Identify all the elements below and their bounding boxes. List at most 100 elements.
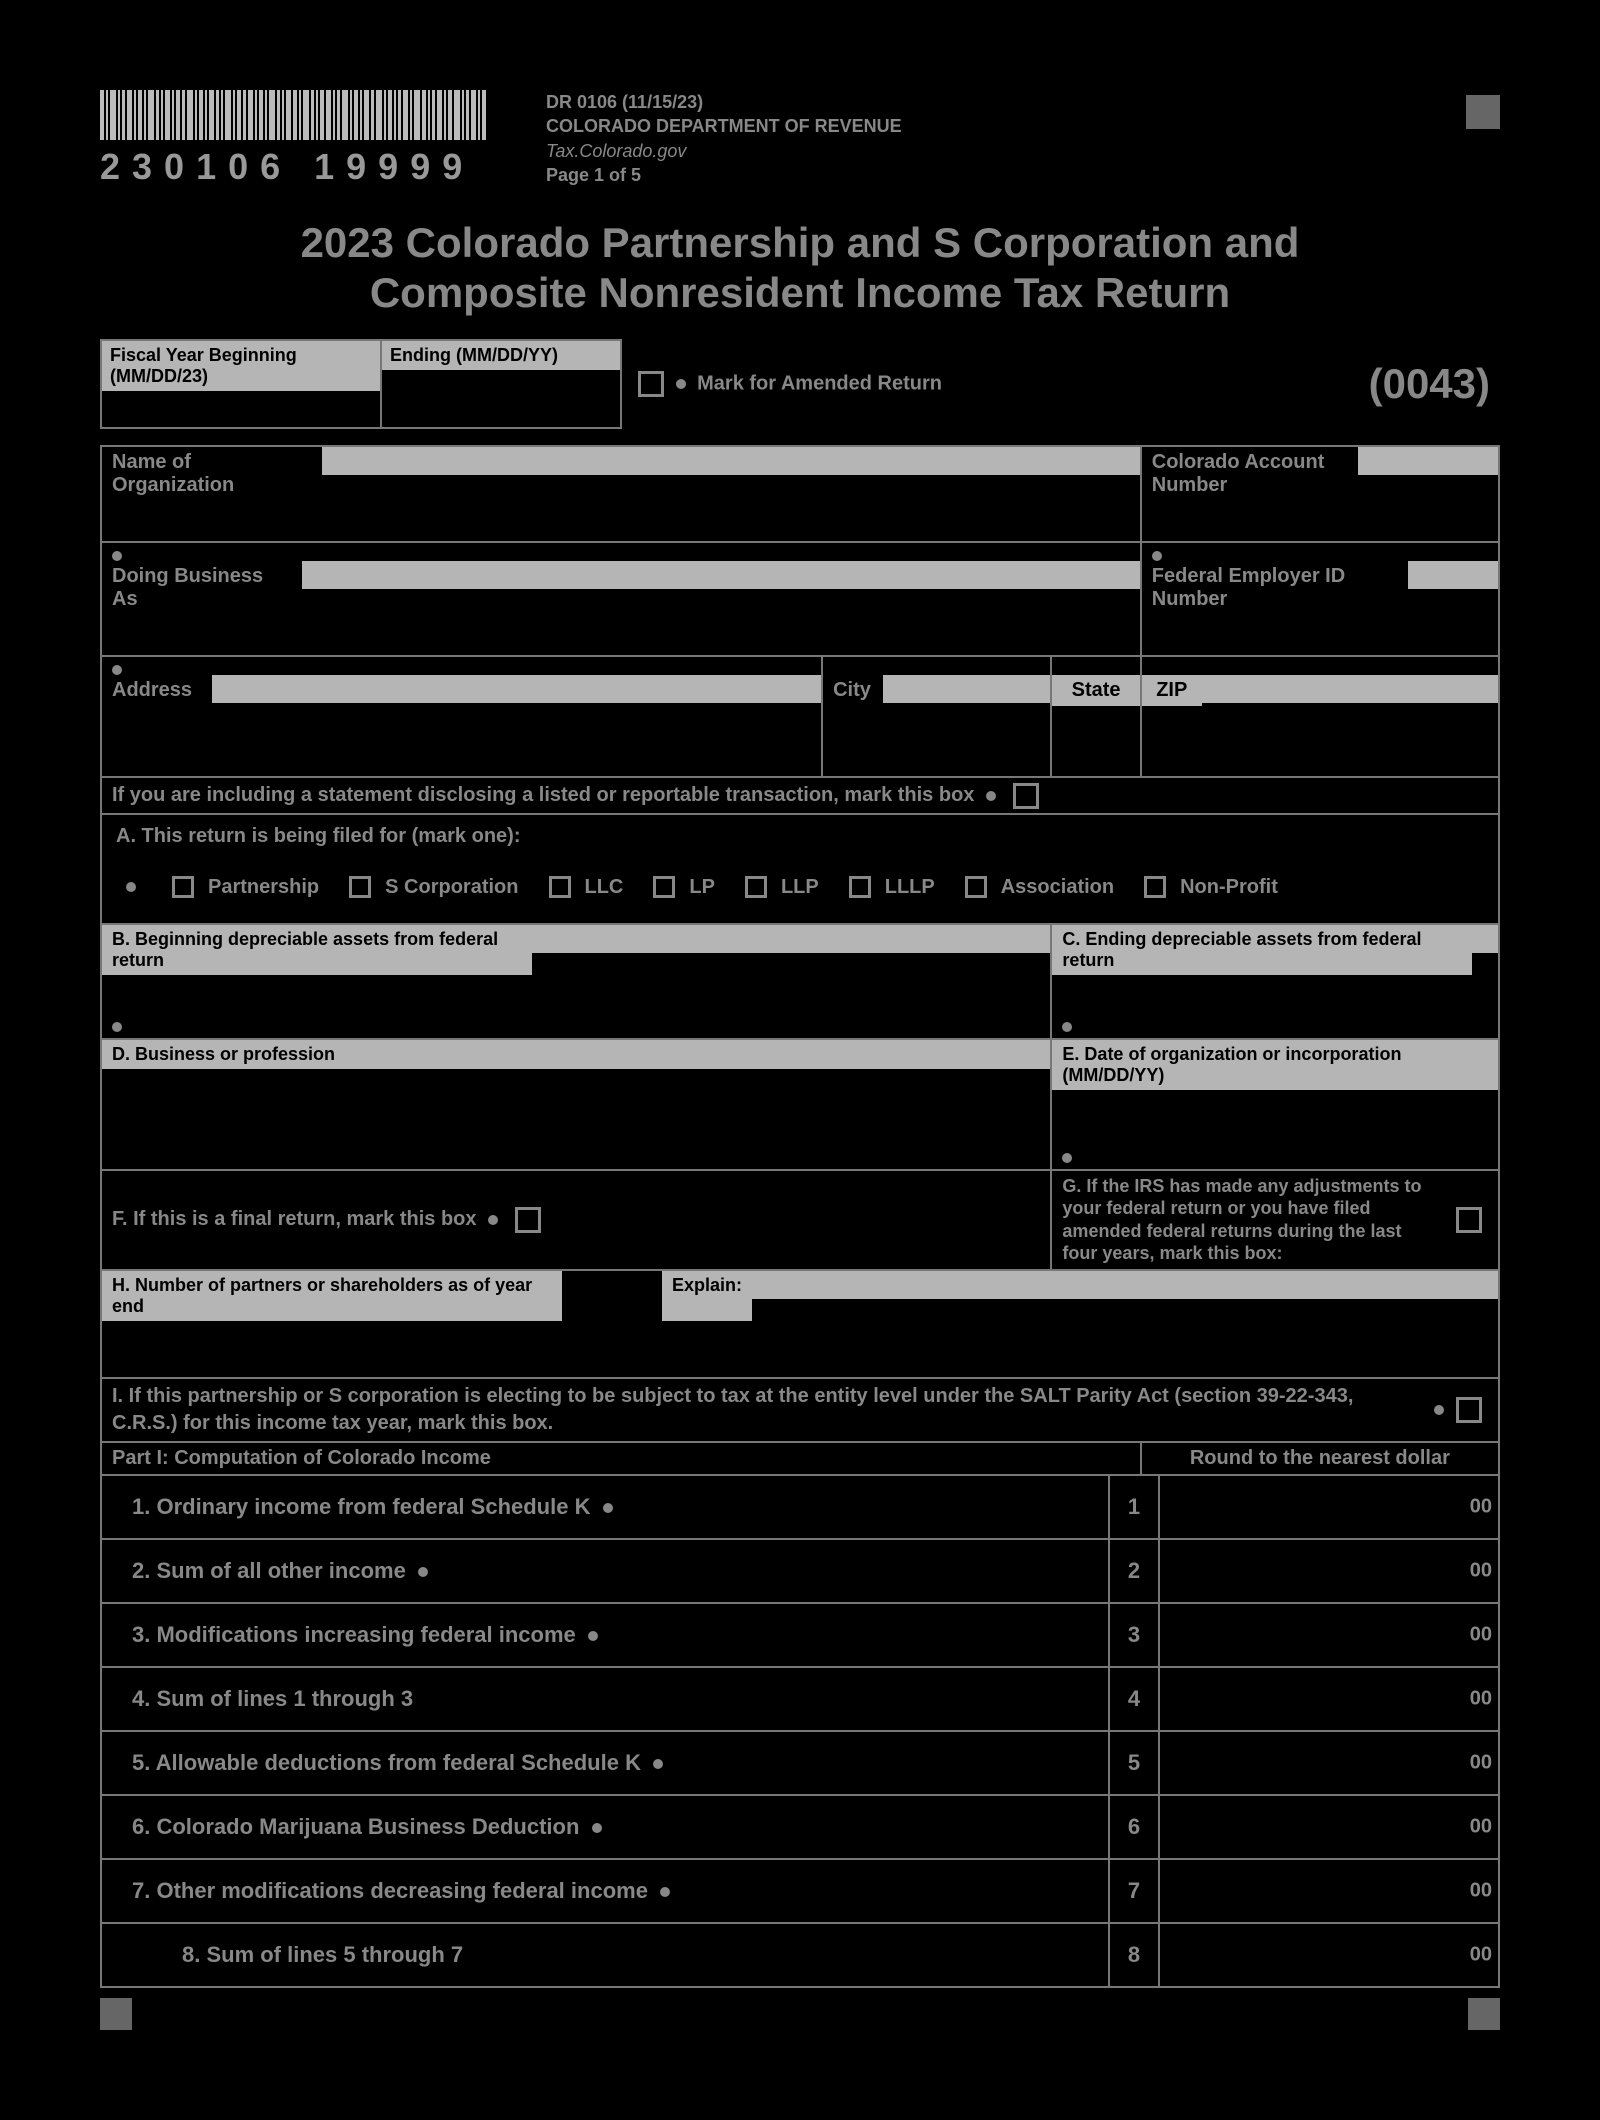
entity-type-checkbox[interactable] — [172, 876, 194, 898]
fein-gray — [1408, 561, 1498, 589]
q-g-checkbox[interactable] — [1456, 1207, 1482, 1233]
line-amount-input[interactable]: 00 — [1159, 1795, 1499, 1859]
listed-trans-row: If you are including a statement disclos… — [101, 777, 1499, 814]
entity-type-checkbox[interactable] — [349, 876, 371, 898]
line-amount-input[interactable]: 00 — [1159, 1667, 1499, 1731]
city-input[interactable] — [823, 706, 1050, 776]
line-text: 6. Colorado Marijuana Business Deduction — [101, 1795, 1109, 1859]
state-input[interactable] — [1052, 706, 1139, 776]
title-line2: Composite Nonresident Income Tax Return — [100, 268, 1500, 318]
org-name-cell: Name of Organization — [101, 446, 1141, 542]
question-a: A. This return is being filed for (mark … — [101, 814, 1499, 924]
acct-input[interactable] — [1142, 501, 1498, 541]
dot-icon — [112, 551, 122, 561]
entity-type-checkbox[interactable] — [965, 876, 987, 898]
zip-gray — [1202, 675, 1498, 703]
zip-input[interactable] — [1142, 706, 1498, 776]
q-g-cell: G. If the IRS has made any adjustments t… — [1051, 1170, 1499, 1270]
cents-label: 00 — [1470, 1751, 1492, 1774]
computation-line: 2. Sum of all other income 200 — [101, 1539, 1499, 1603]
entity-type-checkbox[interactable] — [849, 876, 871, 898]
dot-icon — [676, 379, 686, 389]
line-amount-input[interactable]: 00 — [1159, 1476, 1499, 1539]
form-code: DR 0106 (11/15/23) — [546, 90, 902, 114]
line-number: 4 — [1109, 1667, 1159, 1731]
q-b-input[interactable] — [102, 975, 1050, 1015]
dot-icon — [126, 882, 136, 892]
q-h-explain-input[interactable] — [102, 1321, 1498, 1377]
part1-lines: 1. Ordinary income from federal Schedule… — [100, 1476, 1500, 1988]
explain-gray — [752, 1271, 1498, 1299]
tax-form-page: 230106 19999 DR 0106 (11/15/23) COLORADO… — [0, 0, 1600, 2120]
q-f-checkbox[interactable] — [515, 1207, 541, 1233]
acct-gray — [1358, 447, 1498, 475]
fiscal-begin-label: Fiscal Year Beginning (MM/DD/23) — [102, 341, 380, 391]
dot-icon — [112, 665, 122, 675]
q-c-input[interactable] — [1052, 975, 1498, 1015]
dot-icon — [1062, 1153, 1072, 1163]
line-amount-input[interactable]: 00 — [1159, 1731, 1499, 1795]
q-e-cell: E. Date of organization or incorporation… — [1051, 1039, 1499, 1170]
line-amount-input[interactable]: 00 — [1159, 1923, 1499, 1987]
top-marker — [1466, 95, 1500, 129]
explain-label: Explain: — [662, 1271, 752, 1321]
entity-type-checkbox[interactable] — [549, 876, 571, 898]
line-number: 8 — [1109, 1923, 1159, 1987]
entity-type-checkbox[interactable] — [745, 876, 767, 898]
q-d-input[interactable] — [102, 1069, 1050, 1125]
bottom-marker-right — [1468, 1998, 1500, 2030]
q-h-label: H. Number of partners or shareholders as… — [102, 1271, 562, 1321]
line-amount-input[interactable]: 00 — [1159, 1539, 1499, 1603]
dot-icon — [488, 1215, 498, 1225]
fein-cell: Federal Employer ID Number — [1141, 542, 1499, 656]
amended-checkbox[interactable] — [638, 371, 664, 397]
org-name-label: Name of Organization — [102, 447, 322, 501]
entity-type-checkbox[interactable] — [653, 876, 675, 898]
dba-cell: Doing Business As — [101, 542, 1141, 656]
part1-title: Part I: Computation of Colorado Income — [101, 1442, 1141, 1475]
bottom-markers — [100, 1998, 1500, 2030]
fiscal-begin-input[interactable] — [102, 391, 380, 427]
entity-type-label: LLLP — [885, 876, 935, 899]
line-text: 4. Sum of lines 1 through 3 — [101, 1667, 1109, 1731]
q-h-cell: H. Number of partners or shareholders as… — [101, 1270, 1499, 1378]
entity-type-option: Non-Profit — [1140, 876, 1278, 899]
q-b-gray — [532, 925, 1050, 953]
dba-input[interactable] — [102, 615, 1140, 655]
q-b-cell: B. Beginning depreciable assets from fed… — [101, 924, 1051, 1039]
q-e-input[interactable] — [1052, 1090, 1498, 1146]
entity-type-checkbox[interactable] — [1144, 876, 1166, 898]
listed-trans-checkbox[interactable] — [1013, 783, 1039, 809]
q-h-num-input[interactable] — [562, 1271, 662, 1299]
amended-cell: Mark for Amended Return — [621, 340, 1237, 428]
entity-type-option: LP — [649, 876, 715, 899]
header-info: DR 0106 (11/15/23) COLORADO DEPARTMENT O… — [546, 90, 902, 187]
fiscal-end-input[interactable] — [382, 370, 620, 406]
q-c-label: C. Ending depreciable assets from federa… — [1052, 925, 1472, 975]
city-cell: City — [822, 656, 1051, 777]
entity-type-option: Partnership — [168, 876, 319, 899]
line-amount-input[interactable]: 00 — [1159, 1859, 1499, 1923]
org-table: Name of Organization Colorado Account Nu… — [100, 445, 1500, 1476]
addr-input[interactable] — [102, 706, 821, 776]
cents-label: 00 — [1470, 1815, 1492, 1838]
computation-line: 3. Modifications increasing federal inco… — [101, 1603, 1499, 1667]
q-g-label: G. If the IRS has made any adjustments t… — [1062, 1175, 1438, 1265]
q-i-checkbox[interactable] — [1456, 1397, 1482, 1423]
fein-label: Federal Employer ID Number — [1142, 561, 1408, 615]
barcode-block: 230106 19999 — [100, 90, 486, 188]
dot-icon — [1434, 1405, 1444, 1415]
fein-input[interactable] — [1142, 615, 1498, 655]
org-name-input[interactable] — [102, 501, 1140, 541]
form-body: Fiscal Year Beginning (MM/DD/23) Ending … — [100, 339, 1500, 429]
q-f-label: F. If this is a final return, mark this … — [112, 1208, 477, 1230]
cents-label: 00 — [1470, 1879, 1492, 1902]
round-label: Round to the nearest dollar — [1141, 1442, 1499, 1475]
dot-icon — [1062, 1022, 1072, 1032]
entity-type-row: PartnershipS CorporationLLCLPLLPLLLPAsso… — [116, 862, 1484, 913]
zip-cell: ZIP — [1141, 656, 1499, 777]
fiscal-end-cell: Ending (MM/DD/YY) — [381, 340, 621, 428]
page-num: Page 1 of 5 — [546, 163, 902, 187]
line-text: 7. Other modifications decreasing federa… — [101, 1859, 1109, 1923]
line-amount-input[interactable]: 00 — [1159, 1603, 1499, 1667]
